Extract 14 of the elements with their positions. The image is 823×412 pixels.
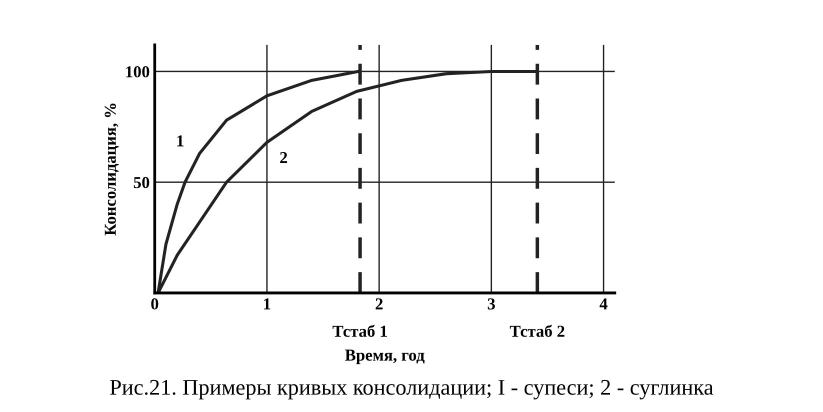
ref-line-label: Тстаб 1 [332, 324, 387, 337]
x-tick-label: 3 [488, 298, 495, 310]
text: Рис.21. Примеры кривых консолидации; I - супеси; 2 - суглинка [110, 380, 714, 400]
x-tick-label: 0 [151, 298, 158, 310]
series-label: 2 [280, 152, 288, 164]
y-tick-label: 50 [134, 176, 150, 188]
x-axis-title: Время, год [345, 350, 425, 364]
x-tick-label: 2 [376, 298, 383, 310]
x-tick-label: 1 [264, 298, 270, 310]
y-tick-label: 100 [126, 66, 150, 78]
y-axis-title: Консолидация, % [104, 104, 119, 236]
x-tick-label: 4 [600, 298, 608, 310]
series-label: 1 [177, 135, 184, 146]
ref-line-label: Тстаб 2 [510, 324, 564, 337]
